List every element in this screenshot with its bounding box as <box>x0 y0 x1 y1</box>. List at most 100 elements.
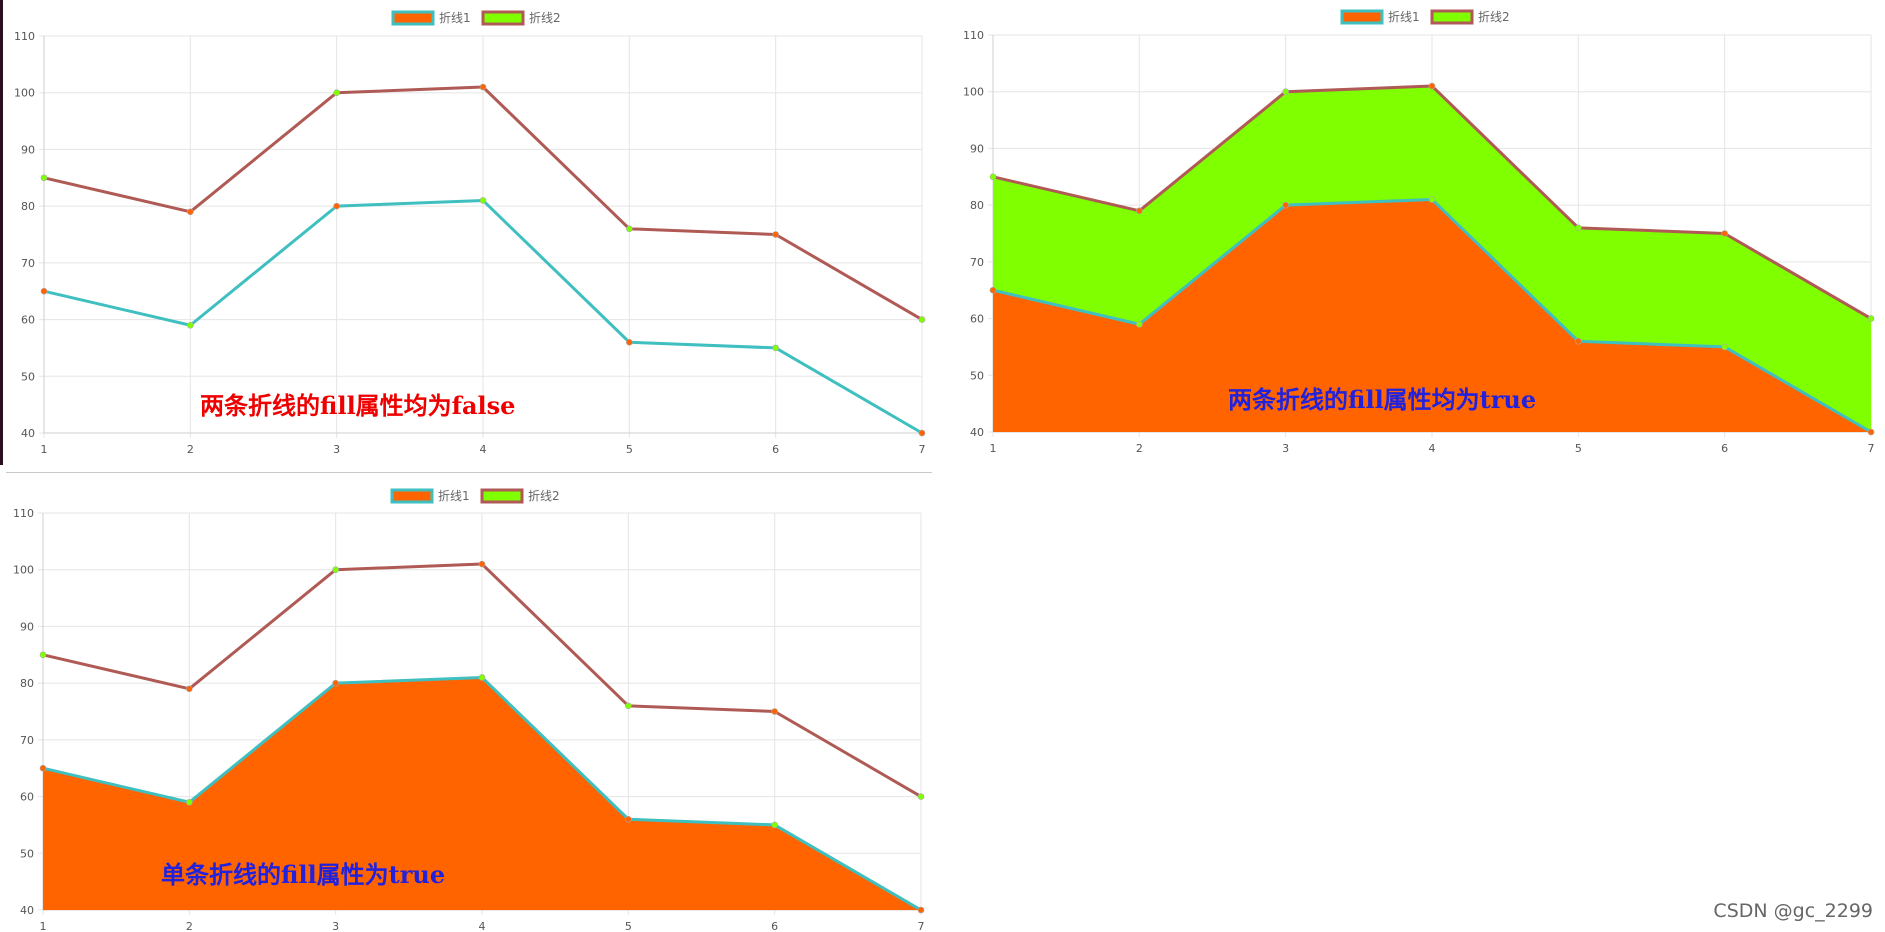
series-1-point <box>1867 428 1875 436</box>
x-tick-label: 7 <box>1868 442 1875 455</box>
series-1-point <box>187 321 194 329</box>
y-tick-label: 70 <box>21 257 35 270</box>
y-tick-label: 60 <box>970 313 984 326</box>
watermark-text: CSDN @gc_2299 <box>1713 900 1873 922</box>
y-tick-label: 40 <box>20 904 34 917</box>
x-tick-label: 1 <box>40 920 47 932</box>
window-left-edge <box>0 0 3 465</box>
y-tick-label: 80 <box>20 677 34 690</box>
legend-label-2: 折线2 <box>1478 9 1510 24</box>
y-tick-label: 110 <box>14 30 35 43</box>
legend-swatch-1 <box>391 10 435 26</box>
x-tick-label: 2 <box>186 920 193 932</box>
series-2-point <box>989 173 997 181</box>
y-tick-label: 40 <box>21 427 35 440</box>
x-tick-label: 2 <box>187 443 194 456</box>
series-2-point <box>40 174 48 182</box>
series-1-point <box>1136 320 1143 328</box>
x-tick-label: 2 <box>1136 442 1143 455</box>
series-1-point <box>772 344 779 352</box>
legend-swatch-2 <box>481 10 525 26</box>
x-tick-label: 5 <box>1575 442 1582 455</box>
legend-swatch-1 <box>390 488 434 504</box>
series-2-point <box>1721 230 1728 237</box>
y-tick-label: 90 <box>970 142 984 155</box>
series-1-point <box>1575 337 1582 345</box>
series-1-point <box>332 679 339 687</box>
chart-2-svg: 40 50 60 70 80 90 100 110 1 2 3 4 5 6 7 折线1 折线2 两条折线的fill… <box>963 9 1875 455</box>
series-2-point <box>625 702 632 710</box>
x-tick-label: 4 <box>480 443 487 456</box>
x-tick-label: 5 <box>626 443 633 456</box>
series-2-point <box>478 560 486 568</box>
x-tick-label: 1 <box>990 442 997 455</box>
x-tick-label: 7 <box>919 443 926 456</box>
legend-label-1: 折线1 <box>438 488 470 503</box>
series-2-point <box>186 685 193 693</box>
y-tick-label: 60 <box>20 791 34 804</box>
x-tick-label: 4 <box>1429 442 1436 455</box>
series-1-point <box>989 286 997 294</box>
x-tick-label: 6 <box>771 920 778 932</box>
series-1-area <box>993 199 1871 432</box>
series-1-point <box>186 798 193 806</box>
x-tick-label: 4 <box>479 920 486 932</box>
series-1-point <box>625 815 632 823</box>
x-tick-label: 6 <box>772 443 779 456</box>
legend-label-1: 折线1 <box>1388 9 1420 24</box>
legend-swatch-1 <box>1340 9 1384 25</box>
series-2-point <box>479 83 487 91</box>
series-1-area <box>43 677 921 910</box>
legend-swatch-2 <box>480 488 524 504</box>
y-tick-label: 90 <box>21 143 35 156</box>
legend-swatch-2 <box>1430 9 1474 25</box>
y-tick-label: 100 <box>963 86 984 99</box>
series-2-point <box>1136 207 1143 215</box>
chart-3-svg: 40 50 60 70 80 90 100 110 1 2 3 4 5 6 7 折线1 折线2 单条折线的fill… <box>13 488 925 932</box>
series-1-point <box>333 202 340 210</box>
panel-separator <box>6 472 932 473</box>
y-tick-label: 50 <box>20 847 34 860</box>
series-1-point <box>771 821 778 829</box>
x-tick-label: 6 <box>1721 442 1728 455</box>
chart-panel-3: 40 50 60 70 80 90 100 110 1 2 3 4 5 6 7 折线1 折线2 单条折线的fill… <box>0 476 940 932</box>
chart-annotation: 两条折线的fill属性均为false <box>200 391 515 420</box>
x-tick-label: 1 <box>41 443 48 456</box>
series-1-point <box>918 429 926 437</box>
series-2-point <box>917 793 925 800</box>
series-2-point <box>1575 224 1582 232</box>
y-tick-label: 80 <box>21 200 35 213</box>
chart-panel-1: 40 50 60 70 80 90 100 110 1 2 3 4 5 6 7 折线1 折线2 两条折线的fill… <box>0 0 940 470</box>
legend-label-2: 折线2 <box>529 10 561 25</box>
series-2-point <box>772 231 779 238</box>
series-1-point <box>1721 343 1728 351</box>
series-1-point <box>1282 201 1289 209</box>
series-1-point <box>40 287 48 295</box>
series-1-point <box>917 906 925 914</box>
series-2-point <box>771 708 778 715</box>
chart-panel-2: 40 50 60 70 80 90 100 110 1 2 3 4 5 6 7 折线1 折线2 两条折线的fill… <box>945 0 1885 470</box>
y-tick-label: 100 <box>14 87 35 100</box>
chart-annotation: 两条折线的fill属性均为true <box>1228 385 1536 414</box>
series-1-point <box>478 674 486 681</box>
series-2-point <box>918 316 926 323</box>
series-2-point <box>1282 88 1289 96</box>
y-tick-label: 110 <box>963 29 984 42</box>
y-tick-label: 50 <box>970 369 984 382</box>
x-tick-label: 7 <box>918 920 925 932</box>
series-2-point <box>39 651 47 659</box>
y-tick-label: 110 <box>13 507 34 520</box>
y-tick-label: 90 <box>20 620 34 633</box>
chart-annotation: 单条折线的fill属性为true <box>161 860 445 889</box>
series-1-point <box>626 338 633 346</box>
series-1-point <box>1428 196 1436 203</box>
y-tick-label: 50 <box>21 370 35 383</box>
series-1-point <box>479 197 487 204</box>
y-tick-label: 70 <box>970 256 984 269</box>
series-1-point <box>39 764 47 772</box>
series-2-point <box>1867 315 1875 322</box>
series-2-point <box>626 225 633 233</box>
legend-label-2: 折线2 <box>528 488 560 503</box>
y-tick-label: 100 <box>13 564 34 577</box>
y-tick-label: 80 <box>970 199 984 212</box>
